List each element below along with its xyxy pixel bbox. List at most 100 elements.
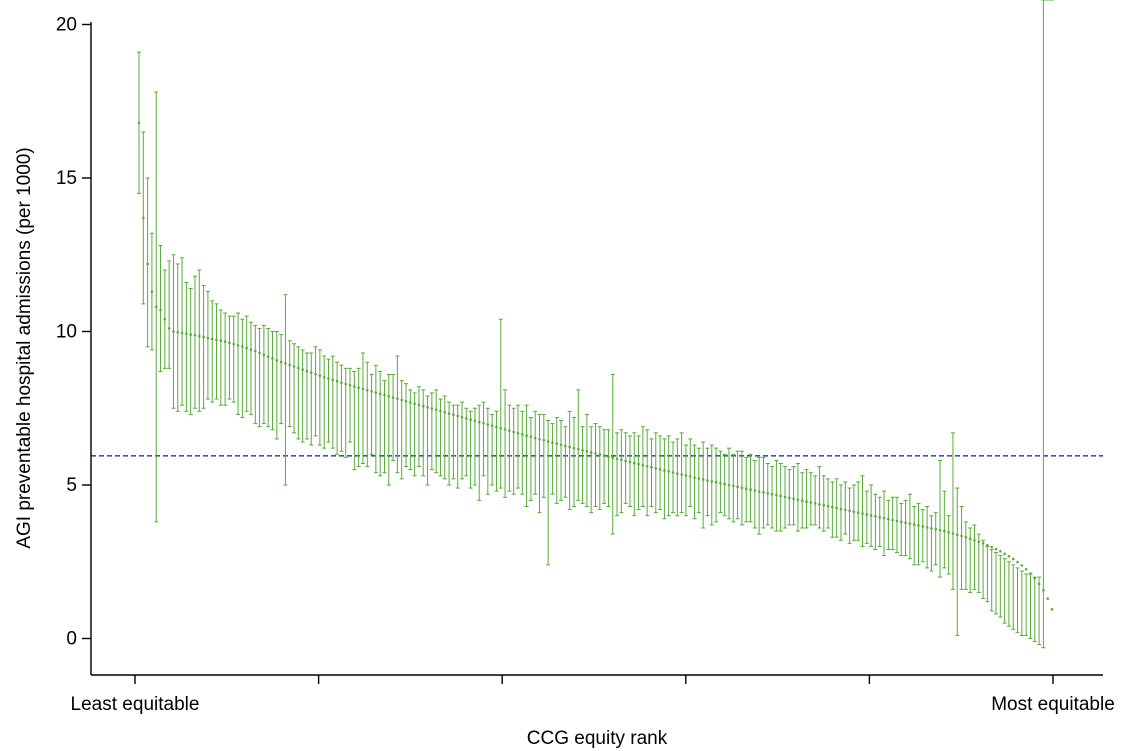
errorbar [494,410,499,492]
errorbar [571,416,576,507]
errorbar [817,466,822,529]
data-point [947,530,950,534]
errorbar [589,426,594,514]
data-point [387,394,391,398]
data-point [486,423,490,426]
data-point [163,317,167,321]
errorbar [808,472,813,526]
data-point [1020,564,1024,567]
data-point [348,383,352,387]
errorbar [205,291,210,400]
data-point [301,368,304,371]
errorbar [322,355,327,449]
errorbar [826,478,831,529]
errorbar [580,426,585,504]
errorbar [210,300,215,403]
data-point [792,497,795,501]
data-point [568,445,571,449]
errorbar [391,373,396,461]
data-point [335,379,339,383]
errorbar [218,309,223,406]
errorbar [671,441,676,514]
data-point [503,428,507,431]
errorbar [360,352,365,465]
data-point [585,449,589,453]
errorbar [197,269,202,412]
errorbar [770,466,775,529]
data-point [714,480,718,484]
errorbar [955,487,960,636]
errorbar [1032,576,1037,643]
data-point [822,503,826,507]
y-tick-label: 15 [56,168,77,189]
data-point [878,515,882,519]
data-point [559,443,563,447]
x-ticks: Least equitable Most equitable [71,675,1115,715]
errorbar [244,315,249,412]
data-point [365,388,369,392]
data-point [602,454,606,457]
data-point [533,436,537,440]
data-point [826,504,830,508]
errorbar [593,423,598,507]
data-point [555,442,559,445]
data-point [839,507,843,511]
data-point [921,525,925,528]
errorbar [963,521,968,590]
data-point [990,545,994,549]
data-point [736,485,739,489]
errorbar [757,456,762,535]
data-point [757,490,761,493]
errorbar [546,420,551,566]
errorbar [559,420,564,501]
errorbar [395,355,400,474]
data-point [1046,597,1049,600]
data-point [658,468,662,471]
data-point [749,488,752,491]
errorbar [942,490,947,569]
data-point [637,462,640,466]
data-point [775,493,778,497]
data-point [309,371,313,374]
data-point [396,397,399,401]
errorbar [309,352,314,446]
errorbar [434,389,439,474]
errorbar [528,416,533,501]
data-point [968,537,972,541]
errorbar [658,435,663,511]
data-point [861,512,864,515]
data-point [650,465,653,469]
data-point [856,511,860,514]
data-point [193,333,197,337]
data-point [766,491,770,495]
data-point [564,444,567,448]
data-point [645,464,649,468]
data-point [327,377,330,380]
errorbar [382,380,387,474]
errorbar [416,386,421,468]
data-point [499,426,503,430]
x-axis-title: CCG equity rank [527,728,668,749]
errorbar [886,499,891,550]
data-point [426,406,429,409]
data-point [999,550,1002,553]
data-point [219,339,223,343]
errorbar [714,447,719,523]
errorbar [675,438,680,517]
data-point [447,412,451,415]
data-point [279,360,283,364]
data-point [542,438,546,442]
errorbar [266,327,271,428]
data-point [456,414,459,418]
errorbar [1002,552,1007,624]
errorbar [938,459,943,578]
data-point [688,475,692,478]
errorbar [830,481,835,538]
data-point [1042,589,1045,592]
errorbar [662,438,667,520]
errorbar [774,459,779,532]
errorbar [1037,576,1042,646]
errorbar [180,257,185,406]
errorbar [752,459,757,529]
